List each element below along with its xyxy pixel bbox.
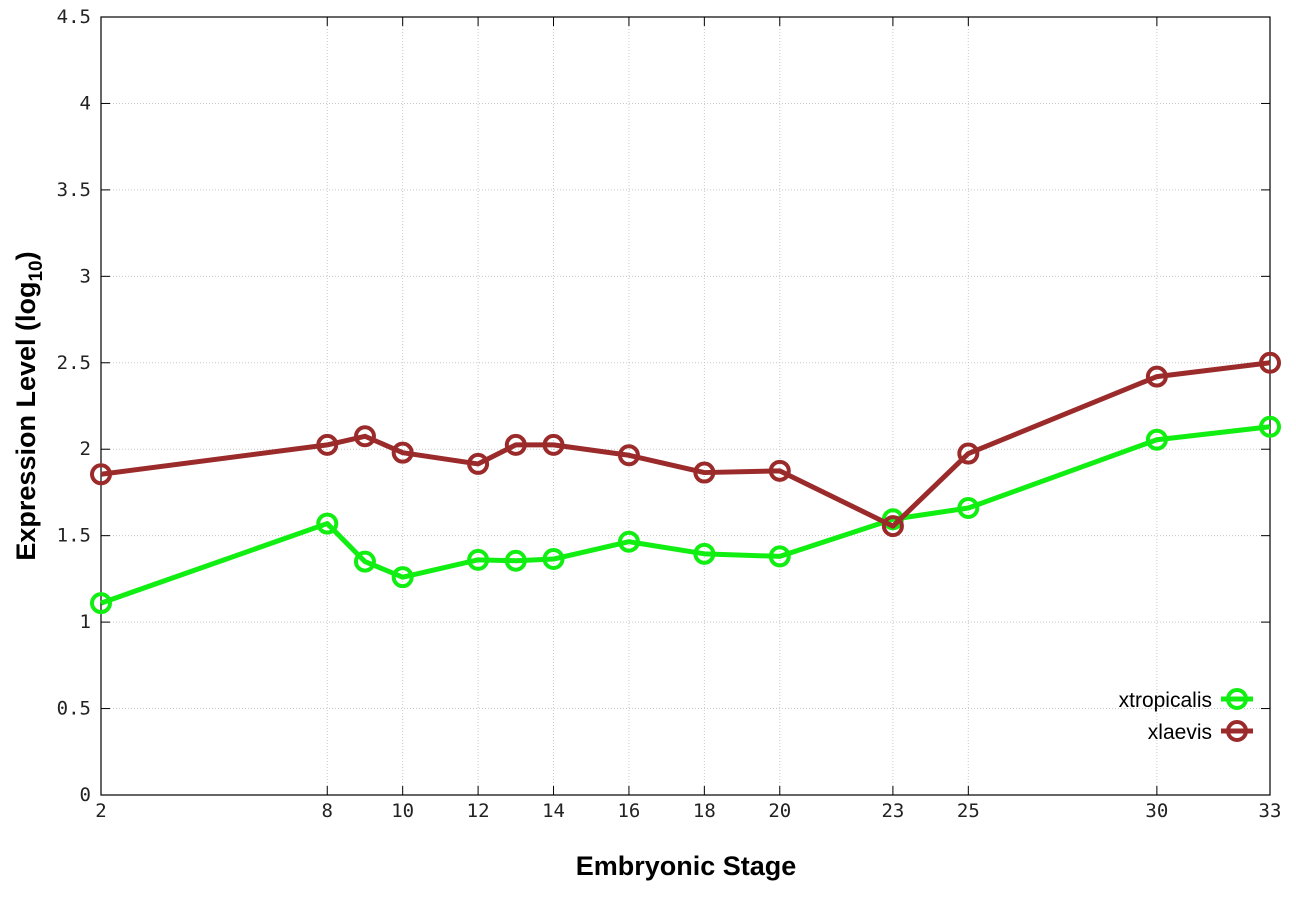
legend-label: xtropicalis: [1119, 689, 1212, 712]
y-tick-label: 1.5: [57, 525, 91, 547]
data-point-xtropicalis: [1259, 415, 1281, 438]
legend-label: xlaevis: [1148, 721, 1212, 744]
series-line-xtropicalis: [100, 424, 1271, 606]
data-point-xlaevis: [768, 459, 791, 482]
data-point-xlaevis: [957, 442, 980, 465]
grid: [101, 17, 1270, 795]
x-tick-label: 14: [542, 800, 565, 822]
x-tick-label: 23: [881, 800, 904, 822]
data-point-xlaevis: [504, 433, 527, 456]
axis-ticks: 0 0.5 1 1.5 2 2.5 3 3.5 4 4.5 2 8 10 12 14 16 18 20 23 25 30…: [57, 6, 1282, 822]
data-point-xtropicalis: [693, 542, 716, 565]
x-tick-label: 25: [957, 800, 980, 822]
y-axis-title-main: Expression Level (log: [11, 282, 41, 561]
data-point-xlaevis: [542, 433, 565, 456]
data-point-xtropicalis: [617, 530, 640, 553]
y-tick-label: 0.5: [57, 698, 91, 720]
y-axis-title: Expression Level (log10): [11, 251, 47, 560]
legend-marker-swatch: [1226, 688, 1248, 710]
series-layer: [90, 351, 1281, 615]
x-tick-label: 10: [391, 800, 414, 822]
data-point-xtropicalis: [467, 548, 490, 571]
y-tick-label: 1: [80, 611, 91, 633]
data-point-xtropicalis: [504, 549, 527, 572]
x-axis-title: Embryonic Stage: [576, 851, 797, 881]
data-point-xtropicalis: [542, 548, 565, 571]
data-point-xlaevis: [90, 463, 112, 486]
y-tick-label: 0: [80, 784, 91, 806]
series-xtropicalis: [90, 415, 1281, 615]
x-tick-label: 12: [467, 800, 490, 822]
x-tick-label: 18: [693, 800, 716, 822]
data-point-xtropicalis: [316, 512, 339, 535]
legend-item: xlaevis: [1148, 720, 1253, 744]
y-axis-title-close: ): [11, 251, 41, 260]
data-point-xlaevis: [353, 425, 376, 448]
legend-item: xtropicalis: [1119, 688, 1253, 712]
data-point-xtropicalis: [768, 545, 791, 568]
y-tick-label: 2.5: [57, 352, 91, 374]
data-point-xlaevis: [467, 452, 490, 475]
series-line-xlaevis: [100, 360, 1271, 529]
data-point-xtropicalis: [391, 566, 414, 589]
plot-frame: [100, 16, 1271, 796]
y-tick-label: 2: [80, 438, 91, 460]
x-tick-label: 33: [1259, 800, 1282, 822]
data-point-xtropicalis: [957, 497, 980, 520]
x-tick-label: 16: [617, 800, 640, 822]
x-tick-label: 8: [322, 800, 333, 822]
data-point-xtropicalis: [353, 550, 376, 573]
series-xlaevis: [90, 351, 1281, 538]
data-point-xtropicalis: [1145, 428, 1168, 451]
data-point-xlaevis: [617, 444, 640, 467]
legend-marker-swatch: [1226, 720, 1248, 742]
data-point-xtropicalis: [90, 592, 112, 615]
y-tick-label: 3: [80, 265, 91, 287]
data-point-xlaevis: [391, 441, 414, 464]
x-tick-label: 2: [95, 800, 106, 822]
y-tick-label: 4: [80, 92, 91, 114]
x-tick-label: 30: [1145, 800, 1168, 822]
data-point-xlaevis: [881, 515, 904, 538]
y-axis-title-subscript: 10: [26, 260, 47, 281]
data-point-xlaevis: [1259, 351, 1281, 374]
data-point-xlaevis: [1145, 365, 1168, 388]
data-point-xlaevis: [316, 433, 339, 456]
y-tick-label: 3.5: [57, 179, 91, 201]
legend: xtropicalis xlaevis: [1119, 688, 1253, 744]
data-point-xlaevis: [693, 461, 716, 484]
x-tick-label: 20: [768, 800, 791, 822]
y-tick-label: 4.5: [57, 6, 91, 28]
